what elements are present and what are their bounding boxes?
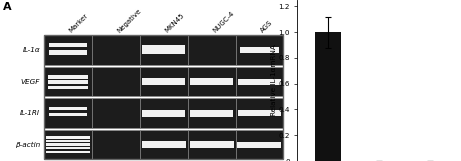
Bar [44,35,284,159]
Bar [236,67,284,96]
Bar [92,67,140,96]
Bar [140,67,188,96]
Bar [92,130,140,159]
Bar [46,143,90,146]
Bar [49,107,88,110]
Bar [49,51,88,55]
Text: IL-1RI: IL-1RI [20,110,40,116]
Bar [236,35,284,65]
Bar [237,142,281,148]
Bar [46,151,90,153]
Text: NUGC-4: NUGC-4 [212,10,235,34]
Bar [140,130,188,159]
Bar [46,147,90,149]
Bar [315,32,341,161]
Bar [44,67,92,96]
Bar [240,47,278,52]
Bar [142,141,186,148]
Text: MKN45: MKN45 [164,12,185,34]
Bar [44,130,92,159]
Bar [236,130,284,159]
Bar [46,136,90,139]
Bar [190,78,233,85]
Y-axis label: Relative IL-1αmRNA: Relative IL-1αmRNA [271,45,277,116]
Text: Negative: Negative [116,7,142,34]
Bar [49,43,88,47]
Bar [142,45,185,54]
Bar [236,98,284,128]
Bar [190,110,233,117]
Bar [238,79,281,85]
Text: A: A [3,2,12,12]
Text: Marker: Marker [68,13,89,34]
Bar [44,35,92,65]
Text: IL-1α: IL-1α [23,47,40,53]
Bar [92,98,140,128]
Bar [48,86,89,89]
Bar [189,141,234,148]
Text: AGS: AGS [260,19,274,34]
Bar [46,140,90,142]
Bar [142,110,185,117]
Bar [188,98,236,128]
Text: β-actin: β-actin [15,142,40,148]
Bar [140,35,188,65]
Bar [238,110,281,116]
Bar [188,130,236,159]
Bar [140,98,188,128]
Bar [44,98,92,128]
Bar [49,113,88,116]
Bar [188,67,236,96]
Bar [92,35,140,65]
Bar [188,35,236,65]
Bar [142,78,185,85]
Bar [48,75,89,79]
Bar [48,80,89,84]
Text: VEGF: VEGF [21,79,40,85]
